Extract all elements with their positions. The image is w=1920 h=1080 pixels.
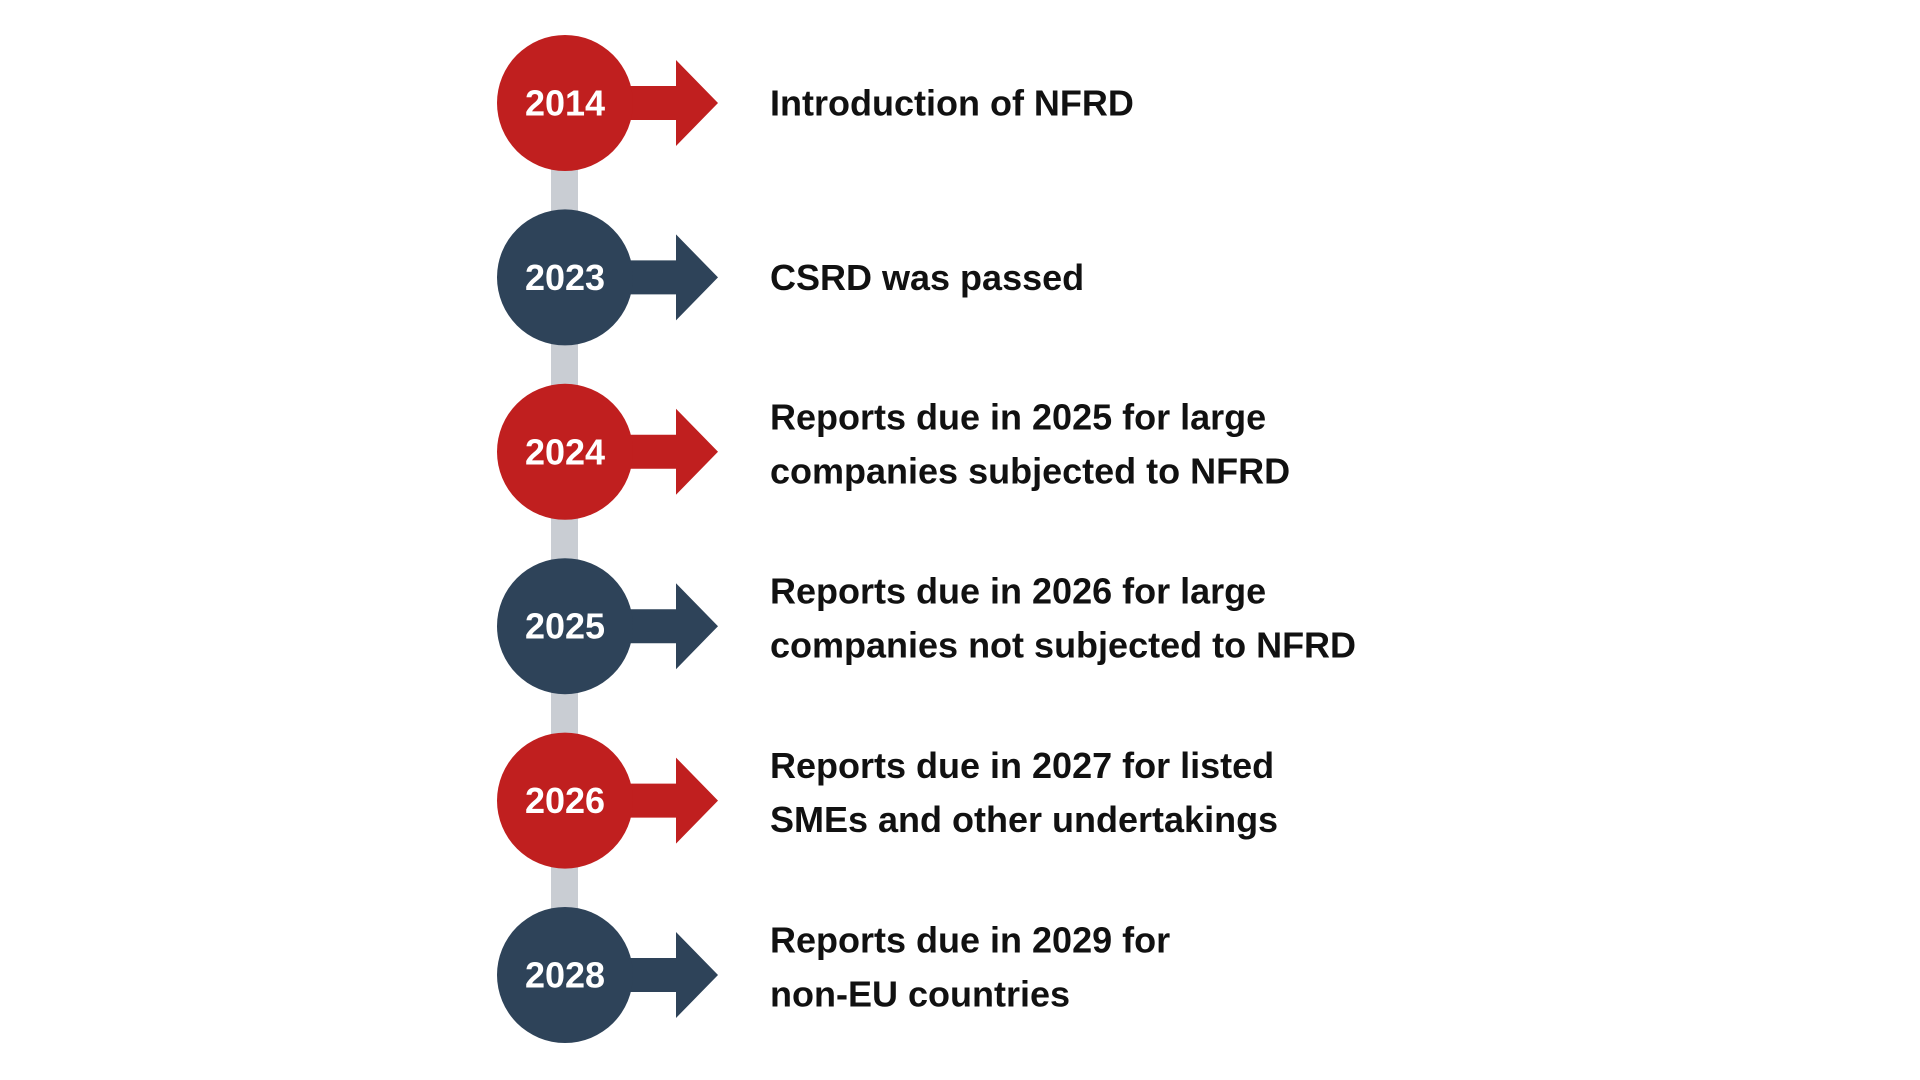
year-circle — [497, 383, 633, 520]
timeline-item: 2014 Introduction of NFRD — [497, 35, 1134, 171]
year-label: 2025 — [525, 606, 605, 647]
arrow — [565, 757, 718, 844]
arrow — [565, 234, 718, 321]
year-circle — [497, 907, 633, 1043]
description-line: companies subjected to NFRD — [770, 450, 1290, 491]
year-label: 2014 — [525, 83, 605, 124]
timeline-item: 2026 Reports due in 2027 for listed SMEs a… — [497, 732, 1278, 869]
timeline-item: 2028 Reports due in 2029 for non-EU countr… — [497, 907, 1170, 1043]
year-label: 2028 — [525, 955, 605, 996]
year-label: 2024 — [525, 431, 605, 472]
year-label: 2026 — [525, 780, 605, 821]
year-circle — [497, 558, 633, 695]
description-line: companies not subjected to NFRD — [770, 625, 1356, 666]
timeline-item: 2025 Reports due in 2026 for large compani… — [497, 558, 1356, 695]
description-line: SMEs and other undertakings — [770, 799, 1278, 840]
description-line: Reports due in 2026 for large — [770, 571, 1266, 612]
description-line: Introduction of NFRD — [770, 83, 1134, 124]
description-line: CSRD was passed — [770, 257, 1084, 298]
arrow — [565, 932, 718, 1018]
arrow — [565, 583, 718, 670]
year-label: 2023 — [525, 257, 605, 298]
arrow — [565, 60, 718, 146]
description-line: Reports due in 2029 for — [770, 920, 1170, 961]
description-line: Reports due in 2025 for large — [770, 396, 1266, 437]
year-circle — [497, 209, 633, 346]
year-circle — [497, 35, 633, 171]
description-line: Reports due in 2027 for listed — [770, 745, 1274, 786]
arrow — [565, 408, 718, 495]
description-line: non-EU countries — [770, 974, 1070, 1015]
timeline-item: 2024 Reports due in 2025 for large compani… — [497, 383, 1290, 520]
timeline-item: 2023 CSRD was passed — [497, 209, 1084, 346]
year-circle — [497, 732, 633, 869]
